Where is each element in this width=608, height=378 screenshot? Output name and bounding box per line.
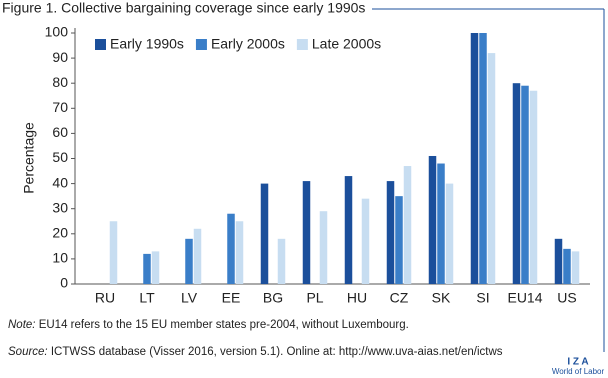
y-tick-label: 60 — [52, 124, 68, 140]
bar — [185, 238, 193, 284]
y-tick-label: 0 — [60, 275, 68, 291]
legend-swatch — [95, 39, 106, 50]
bar — [487, 53, 496, 284]
y-tick-label: 50 — [52, 149, 68, 165]
x-tick-label: SK — [432, 290, 451, 306]
bar — [302, 181, 311, 284]
logo: I Z A — [567, 357, 588, 368]
bar — [193, 228, 202, 284]
x-tick-label: CZ — [390, 290, 409, 306]
bar — [151, 251, 160, 284]
y-tick-label: 30 — [52, 199, 68, 215]
note-text: ICTWSS database (Visser 2016, version 5.… — [48, 346, 503, 358]
bar — [470, 33, 479, 284]
y-tick-label: 100 — [45, 24, 69, 40]
bar — [479, 33, 487, 284]
bar — [512, 83, 521, 284]
x-tick-label: EE — [222, 290, 241, 306]
legend-label: Early 1990s — [110, 36, 184, 52]
x-tick-label: SI — [476, 290, 489, 306]
x-tick-label: BG — [263, 290, 283, 306]
note-text: EU14 refers to the 15 EU member states p… — [36, 319, 409, 331]
y-tick-label: 40 — [52, 174, 68, 190]
x-tick-label: HU — [347, 290, 367, 306]
bar — [403, 166, 412, 284]
note: Note: EU14 refers to the 15 EU member st… — [8, 319, 409, 331]
bar — [235, 221, 244, 284]
x-tick-label: PL — [306, 290, 323, 306]
x-tick-label: EU14 — [507, 290, 542, 306]
legend-swatch — [296, 39, 308, 50]
bar — [529, 90, 538, 284]
bar — [260, 183, 269, 284]
bar — [277, 238, 286, 284]
bar — [319, 211, 328, 284]
bar — [361, 198, 370, 284]
y-tick-label: 90 — [52, 49, 68, 65]
x-tick-label: US — [557, 290, 576, 306]
y-tick-label: 10 — [52, 250, 68, 266]
bar — [428, 155, 437, 284]
logo-subtitle: World of Labor — [552, 367, 605, 376]
note: Source: ICTWSS database (Visser 2016, ve… — [8, 346, 503, 358]
bar — [521, 85, 529, 285]
y-axis-label: Percentage — [21, 122, 37, 194]
y-tick-label: 80 — [52, 74, 68, 90]
bar — [227, 213, 235, 284]
bar — [437, 163, 445, 284]
legend-label: Early 2000s — [211, 36, 285, 52]
bar — [571, 251, 580, 284]
bar — [563, 248, 571, 284]
bar — [554, 238, 563, 284]
legend-label: Late 2000s — [312, 36, 381, 52]
chart-title: Figure 1. Collective bargaining coverage… — [2, 0, 365, 16]
note-label: Source: — [8, 346, 48, 358]
bar — [109, 221, 118, 284]
bar — [445, 183, 454, 284]
x-tick-label: LV — [181, 290, 198, 306]
x-tick-label: RU — [95, 290, 115, 306]
bar — [143, 253, 151, 284]
legend-swatch — [195, 39, 207, 50]
y-tick-label: 20 — [52, 225, 68, 241]
bar — [395, 196, 403, 284]
bar — [386, 181, 395, 284]
y-tick-label: 70 — [52, 99, 68, 115]
note-label: Note: — [8, 319, 36, 331]
bar — [344, 176, 353, 284]
x-tick-label: LT — [139, 290, 155, 306]
